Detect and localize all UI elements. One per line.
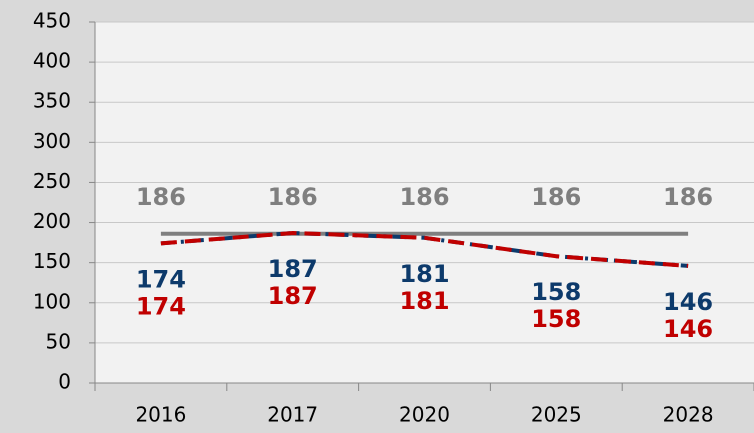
data-label: 186	[136, 183, 186, 211]
y-tick-label: 450	[33, 9, 71, 33]
x-tick-label: 2017	[267, 403, 318, 427]
y-tick-label: 50	[46, 329, 71, 353]
data-label: 146	[663, 288, 713, 316]
y-tick-label: 0	[58, 370, 71, 394]
data-label: 187	[268, 255, 318, 283]
x-tick-label: 2020	[399, 403, 450, 427]
y-tick-label: 250	[33, 169, 71, 193]
data-label: 186	[531, 183, 581, 211]
x-tick-label: 2025	[531, 403, 582, 427]
y-tick-label: 300	[33, 129, 71, 153]
data-label: 186	[268, 183, 318, 211]
y-tick-label: 150	[33, 249, 71, 273]
data-label: 187	[268, 282, 318, 310]
plot-area	[95, 22, 754, 383]
x-tick-label: 2028	[663, 403, 714, 427]
data-label: 186	[663, 183, 713, 211]
x-tick-label: 2016	[135, 403, 186, 427]
y-tick-label: 350	[33, 89, 71, 113]
series-line	[160, 230, 689, 268]
data-label: 174	[136, 265, 186, 293]
y-tick-label: 200	[33, 209, 71, 233]
data-label: 158	[531, 278, 581, 306]
data-label: 186	[399, 183, 449, 211]
data-label: 146	[663, 315, 713, 343]
data-label: 158	[531, 305, 581, 333]
y-tick-label: 400	[33, 49, 71, 73]
data-label: 181	[399, 260, 449, 288]
data-label: 174	[136, 292, 186, 320]
data-label: 181	[399, 287, 449, 315]
y-tick-label: 100	[33, 289, 71, 313]
